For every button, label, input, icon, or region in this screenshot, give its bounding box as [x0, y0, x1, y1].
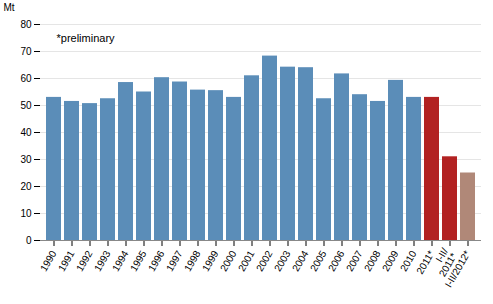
- svg-text:2004: 2004: [290, 248, 311, 273]
- svg-text:*preliminary: *preliminary: [57, 32, 116, 44]
- svg-text:1996: 1996: [146, 248, 167, 273]
- svg-text:2002: 2002: [254, 248, 275, 273]
- svg-text:1993: 1993: [92, 248, 113, 273]
- svg-text:0: 0: [26, 235, 32, 246]
- svg-text:I-II/2012*: I-II/2012*: [443, 249, 473, 290]
- svg-text:1995: 1995: [128, 248, 149, 273]
- svg-text:2008: 2008: [362, 248, 383, 273]
- svg-text:50: 50: [20, 100, 32, 111]
- svg-text:40: 40: [20, 127, 32, 138]
- svg-text:70: 70: [20, 46, 32, 57]
- svg-text:20: 20: [20, 181, 32, 192]
- svg-text:1999: 1999: [200, 248, 221, 273]
- svg-text:2007: 2007: [344, 248, 365, 273]
- svg-text:80: 80: [20, 19, 32, 30]
- svg-text:2001: 2001: [236, 248, 257, 273]
- svg-text:60: 60: [20, 73, 32, 84]
- svg-text:2006: 2006: [326, 248, 347, 273]
- svg-text:1998: 1998: [182, 248, 203, 273]
- svg-text:1997: 1997: [164, 248, 185, 273]
- svg-text:10: 10: [20, 208, 32, 219]
- svg-text:1991: 1991: [56, 248, 77, 273]
- svg-text:1992: 1992: [74, 248, 95, 273]
- svg-text:2005: 2005: [308, 248, 329, 273]
- svg-text:30: 30: [20, 154, 32, 165]
- svg-text:2000: 2000: [218, 248, 239, 273]
- svg-text:Mt: Mt: [4, 2, 15, 13]
- svg-text:1990: 1990: [38, 248, 59, 273]
- svg-text:2011*: 2011*: [414, 249, 436, 277]
- svg-text:1994: 1994: [110, 248, 131, 273]
- svg-text:2009: 2009: [380, 248, 401, 273]
- svg-text:2003: 2003: [272, 248, 293, 273]
